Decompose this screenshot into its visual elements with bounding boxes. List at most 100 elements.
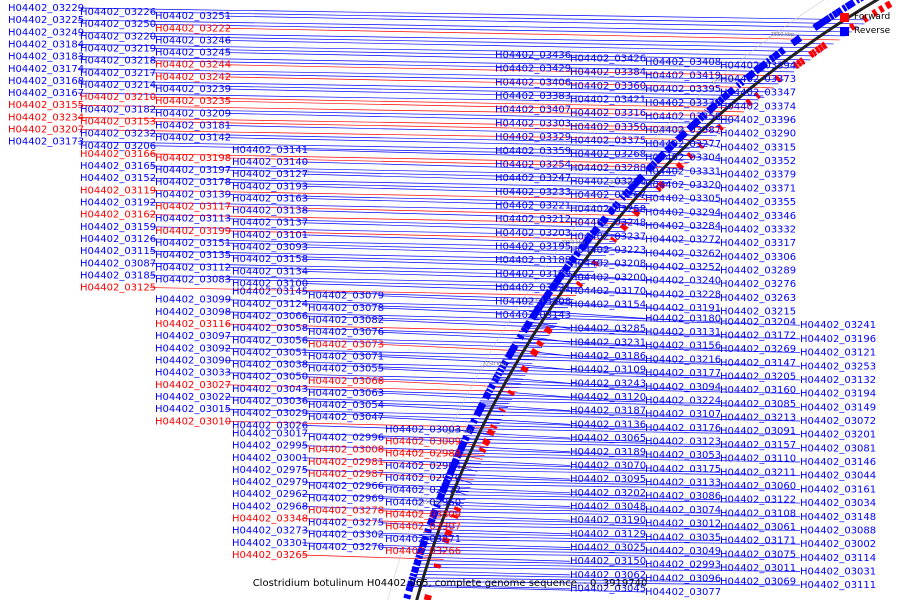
gene-label[interactable]: H04402_03114 [800,553,876,564]
gene-label[interactable]: H04402_03329 [495,132,571,143]
gene-label[interactable]: H04402_03243 [570,378,646,389]
gene-label[interactable]: H04402_02972 [385,485,461,496]
gene-label[interactable]: H04402_03142 [155,133,231,144]
gene-label[interactable]: H04402_03149 [800,402,876,413]
gene-label[interactable]: H04402_03060 [720,481,796,492]
gene-label[interactable]: H04402_03100 [232,279,308,290]
gene-label[interactable]: H04402_03245 [155,48,231,59]
gene-label[interactable]: H04402_02979 [232,477,308,488]
gene-label[interactable]: H04402_03027 [155,380,231,391]
gene-label[interactable]: H04402_03219 [80,44,156,55]
gene-label[interactable]: H04402_03048 [570,501,646,512]
gene-label[interactable]: H04402_02969 [308,493,384,504]
gene-label[interactable]: H04402_03320 [645,180,721,191]
gene-label[interactable]: H04402_03307 [385,522,461,533]
gene-label[interactable]: H04402_03250 [80,19,156,30]
gene-label[interactable]: H04402_03086 [645,491,721,502]
gene-label[interactable]: H04402_03066 [232,311,308,322]
gene-label[interactable]: H04402_03421 [570,94,646,105]
gene-label[interactable]: H04402_03406 [495,77,571,88]
gene-label[interactable]: H04402_03229 [8,3,84,14]
gene-label[interactable]: H04402_03124 [232,299,308,310]
gene-label[interactable]: H04402_03111 [800,580,876,591]
gene-label[interactable]: H04402_03263 [720,293,796,304]
gene-label[interactable]: H04402_03182 [80,104,156,115]
gene-label[interactable]: H04402_03135 [155,250,231,261]
gene-label[interactable]: H04402_03063 [308,388,384,399]
gene-label[interactable]: H04402_03043 [232,384,308,395]
gene-label[interactable]: H04402_03154 [570,300,646,311]
gene-label[interactable]: H04402_03195 [495,242,571,253]
gene-label[interactable]: H04402_03091 [720,426,796,437]
gene-label[interactable]: H04402_03074 [645,505,721,516]
gene-label[interactable]: H04402_03305 [645,194,721,205]
gene-label[interactable]: H04402_03252 [645,262,721,273]
gene-label[interactable]: H04402_03216 [645,354,721,365]
gene-label[interactable]: H04402_03168 [8,76,84,87]
gene-label[interactable]: H04402_03241 [800,320,876,331]
gene-label[interactable]: H04402_03350 [570,122,646,133]
gene-label[interactable]: H04402_03394 [720,60,796,71]
gene-label[interactable]: H04402_03258 [570,204,646,215]
gene-label[interactable]: H04402_03304 [645,153,721,164]
gene-label[interactable]: H04402_03247 [495,173,571,184]
gene-label[interactable]: H04402_03217 [80,68,156,79]
gene-label[interactable]: H04402_03190 [570,515,646,526]
gene-label[interactable]: H04402_03140 [232,157,308,168]
gene-label[interactable]: H04402_02995 [232,441,308,452]
gene-label[interactable]: H04402_03133 [645,478,721,489]
gene-label[interactable]: H04402_03132 [800,375,876,386]
gene-label[interactable]: H04402_03092 [155,343,231,354]
gene-label[interactable]: H04402_03044 [800,471,876,482]
gene-label[interactable]: H04402_03218 [80,56,156,67]
gene-label[interactable]: H04402_03163 [232,193,308,204]
gene-label[interactable]: H04402_02975 [232,465,308,476]
gene-label[interactable]: H04402_03317 [720,238,796,249]
gene-label[interactable]: H04402_03234 [8,112,84,123]
gene-label[interactable]: H04402_03050 [232,372,308,383]
gene-label[interactable]: H04402_03222 [155,23,231,34]
gene-label[interactable]: H04402_03239 [155,84,231,95]
gene-label[interactable]: H04402_03214 [80,80,156,91]
gene-label[interactable]: H04402_03199 [155,226,231,237]
gene-label[interactable]: H04402_03209 [155,108,231,119]
gene-label[interactable]: H04402_03017 [232,428,308,439]
gene-label[interactable]: H04402_02996 [308,432,384,443]
gene-label[interactable]: H04402_03348 [232,514,308,525]
gene-label[interactable]: H04402_03123 [645,437,721,448]
gene-label[interactable]: H04402_03268 [570,149,646,160]
gene-label[interactable]: H04402_03231 [570,337,646,348]
gene-label[interactable]: H04402_03269 [720,344,796,355]
gene-label[interactable]: H04402_03065 [570,433,646,444]
gene-label[interactable]: H04402_03108 [720,508,796,519]
gene-label[interactable]: H04402_03228 [645,289,721,300]
gene-label[interactable]: H04402_03170 [570,286,646,297]
gene-label[interactable]: H04402_03117 [155,202,231,213]
gene-label[interactable]: H04402_02987 [308,469,384,480]
gene-label[interactable]: H04402_03153 [80,116,156,127]
gene-label[interactable]: H04402_03035 [645,532,721,543]
gene-label[interactable]: H04402_03379 [720,170,796,181]
gene-label[interactable]: H04402_03079 [308,291,384,302]
gene-label[interactable]: H04402_03166 [80,149,156,160]
gene-label[interactable]: H04402_02993 [645,560,721,571]
gene-label[interactable]: H04402_03201 [800,430,876,441]
gene-label[interactable]: H04402_03143 [495,310,571,321]
gene-label[interactable]: H04402_03187 [570,406,646,417]
gene-label[interactable]: H04402_03226 [80,7,156,18]
gene-label[interactable]: H04402_03121 [800,348,876,359]
gene-label[interactable]: H04402_03101 [232,230,308,241]
gene-label[interactable]: H04402_03165 [80,161,156,172]
gene-label[interactable]: H04402_03206 [80,141,156,152]
gene-label[interactable]: H04402_03062 [570,570,646,581]
gene-label[interactable]: H04402_03081 [800,443,876,454]
gene-label[interactable]: H04402_03383 [495,91,571,102]
gene-label[interactable]: H04402_03188 [495,255,571,266]
gene-label[interactable]: H04402_03161 [800,484,876,495]
gene-label[interactable]: H04402_03116 [155,319,231,330]
gene-label[interactable]: H04402_03162 [80,210,156,221]
gene-label[interactable]: H04402_03069 [720,577,796,588]
gene-label[interactable]: H04402_03246 [155,35,231,46]
gene-label[interactable]: H04402_03061 [720,522,796,533]
gene-label[interactable]: H04402_03371 [720,183,796,194]
